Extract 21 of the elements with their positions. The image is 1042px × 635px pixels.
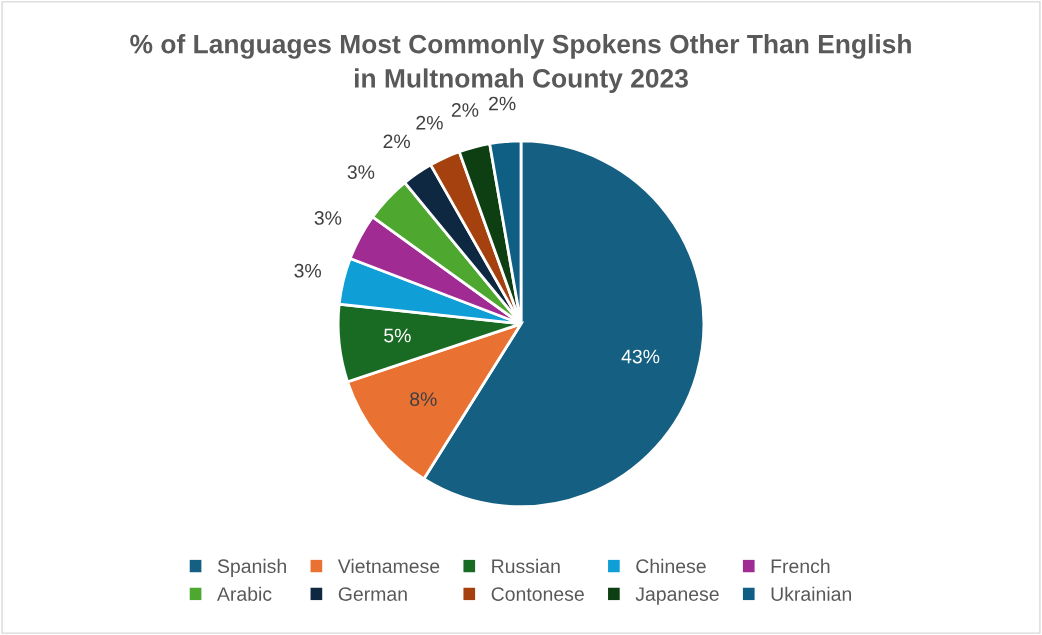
legend-label: Vietnamese <box>337 558 440 574</box>
legend-label: German <box>338 587 407 601</box>
data-label: 5% <box>384 328 411 343</box>
data-label: 43% <box>621 349 660 364</box>
legend-label: Contonese <box>491 587 584 601</box>
data-label: 2% <box>416 115 443 130</box>
legend-label: Spanish <box>217 558 286 577</box>
data-label: 3% <box>314 211 342 225</box>
legend-label: Japanese <box>635 587 719 605</box>
legend-label: French <box>771 558 830 574</box>
chart-title: % of Languages Most Commonly Spokens Other Than English in Multnomah County 2023 <box>130 34 911 93</box>
legend-label: Ukrainian <box>771 586 852 601</box>
legend-label: Arabic <box>216 586 272 601</box>
data-label: 2% <box>489 96 516 111</box>
legend-label: Chinese <box>636 558 706 574</box>
data-label: 8% <box>410 392 437 407</box>
data-label: 3% <box>347 165 375 179</box>
data-label: 2% <box>451 103 479 117</box>
legend-label: Russian <box>492 558 560 574</box>
data-label: 3% <box>294 263 322 278</box>
data-label: 2% <box>383 134 410 149</box>
